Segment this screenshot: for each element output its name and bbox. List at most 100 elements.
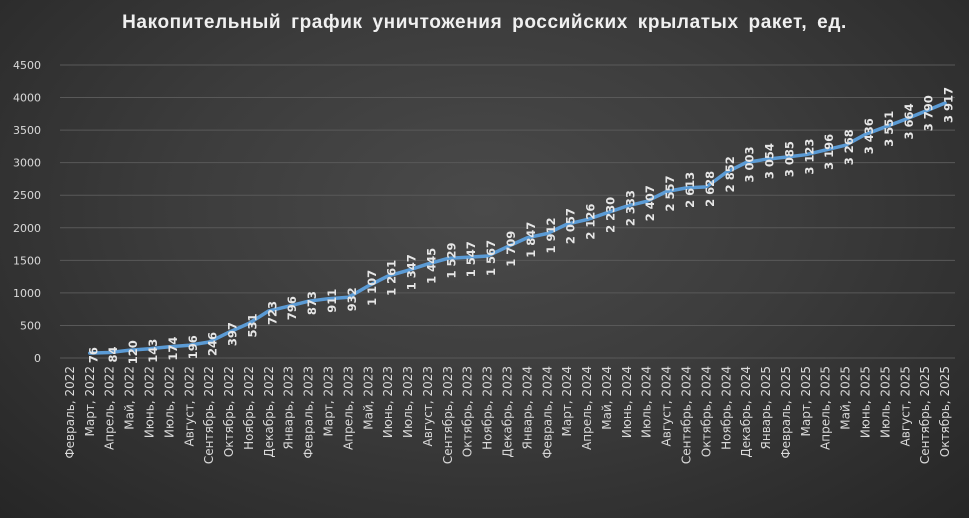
x-tick-label: Август, 2025 (898, 366, 912, 446)
x-tick-label: Май, 2025 (839, 366, 853, 430)
x-tick-label: Июль, 2024 (640, 366, 654, 438)
data-label: 3 664 (902, 103, 916, 139)
data-label: 1 547 (464, 241, 478, 277)
data-label: 1 912 (544, 217, 558, 253)
data-label: 246 (206, 332, 220, 356)
data-label: 531 (245, 313, 259, 337)
data-label: 3 054 (763, 143, 777, 179)
data-label: 196 (186, 335, 200, 359)
data-label: 1 347 (405, 254, 419, 290)
data-label: 3 268 (842, 129, 856, 165)
x-tick-label: Февраль, 2024 (540, 366, 554, 459)
data-label: 3 436 (862, 118, 876, 154)
data-label: 2 230 (603, 197, 617, 233)
data-label: 3 196 (822, 134, 836, 170)
data-label: 3 551 (882, 111, 896, 147)
x-tick-label: Февраль, 2022 (63, 366, 77, 459)
chart-title: Накопительный график уничтожения российс… (122, 12, 847, 33)
x-tick-label: Март, 2022 (83, 366, 97, 436)
x-axis: Февраль, 2022 Март, 2022 Апрель, 2022 Май, … (63, 366, 952, 464)
data-label: 2 333 (623, 190, 637, 226)
y-tick-label: 1500 (13, 254, 41, 267)
x-tick-label: Ноябрь, 2024 (719, 366, 733, 450)
data-label: 1 107 (365, 270, 379, 306)
x-tick-label: Апрель, 2025 (819, 366, 833, 450)
x-tick-label: Июнь, 2022 (143, 366, 157, 438)
data-label: 3 003 (743, 146, 757, 182)
x-tick-label: Август, 2024 (660, 366, 674, 446)
x-tick-label: Август, 2022 (182, 366, 196, 446)
data-label: 723 (265, 301, 279, 325)
x-tick-label: Апрель, 2023 (341, 366, 355, 450)
data-label: 84 (106, 347, 120, 363)
data-label: 932 (345, 287, 359, 311)
data-label: 911 (325, 289, 339, 313)
data-label: 1 529 (444, 242, 458, 278)
data-label: 2 557 (663, 176, 677, 212)
data-label: 143 (146, 339, 160, 363)
x-tick-label: Январь, 2025 (759, 366, 773, 449)
x-tick-label: Май, 2024 (600, 366, 614, 430)
x-tick-label: Сентябрь, 2025 (918, 366, 932, 464)
data-label: 1 847 (524, 222, 538, 258)
x-tick-label: Декабрь, 2024 (739, 366, 753, 458)
data-label: 3 123 (802, 139, 816, 175)
data-label: 1 445 (424, 248, 438, 284)
x-tick-label: Сентябрь, 2022 (202, 366, 216, 464)
data-label: 1 567 (484, 240, 498, 276)
x-tick-label: Март, 2024 (560, 366, 574, 436)
x-tick-label: Февраль, 2025 (779, 366, 793, 459)
cumulative-series-line (88, 101, 947, 355)
data-label: 2 126 (584, 204, 598, 240)
x-tick-label: Октябрь, 2023 (461, 366, 475, 457)
data-label: 2 407 (643, 185, 657, 221)
x-tick-label: Октябрь, 2025 (938, 366, 952, 457)
data-label: 120 (126, 340, 140, 364)
y-tick-label: 3000 (13, 157, 41, 170)
gridlines (60, 64, 955, 359)
x-tick-label: Декабрь, 2023 (501, 366, 515, 458)
data-label: 2 613 (683, 172, 697, 208)
x-tick-label: Май, 2022 (123, 366, 137, 430)
data-label: 2 852 (723, 156, 737, 192)
data-labels: 76 84 120 143 174 196 246 397 531 723 796 873 911 932… (86, 87, 955, 364)
y-tick-label: 2500 (13, 189, 41, 202)
data-label: 1 261 (385, 260, 399, 296)
x-tick-label: Июль, 2022 (162, 366, 176, 438)
y-tick-label: 4500 (13, 59, 41, 72)
data-label: 2 628 (703, 171, 717, 207)
x-tick-label: Август, 2023 (421, 366, 435, 446)
x-tick-label: Июнь, 2023 (381, 366, 395, 438)
y-tick-label: 0 (34, 352, 41, 365)
y-tick-label: 500 (20, 319, 41, 332)
x-tick-label: Июнь, 2025 (859, 366, 873, 438)
x-tick-label: Май, 2023 (361, 366, 375, 430)
x-tick-label: Октябрь, 2024 (699, 366, 713, 457)
x-tick-label: Ноябрь, 2022 (242, 366, 256, 450)
data-label: 1 709 (504, 231, 518, 267)
data-label: 3 790 (922, 95, 936, 131)
x-tick-label: Март, 2023 (322, 366, 336, 436)
x-tick-label: Июнь, 2024 (620, 366, 634, 438)
data-label: 2 057 (564, 208, 578, 244)
x-tick-label: Декабрь, 2022 (262, 366, 276, 458)
data-label: 76 (86, 347, 100, 363)
y-tick-label: 2000 (13, 222, 41, 235)
x-tick-label: Сентябрь, 2024 (680, 366, 694, 464)
x-tick-label: Сентябрь, 2023 (441, 366, 455, 464)
data-label: 873 (305, 291, 319, 315)
data-label: 796 (285, 296, 299, 320)
x-tick-label: Январь, 2023 (282, 366, 296, 449)
y-tick-label: 4000 (13, 92, 41, 105)
x-tick-label: Июль, 2023 (401, 366, 415, 438)
data-label: 3 917 (942, 87, 956, 123)
x-tick-label: Июль, 2025 (878, 366, 892, 438)
x-tick-label: Март, 2025 (799, 366, 813, 436)
x-tick-label: Февраль, 2023 (302, 366, 316, 459)
data-label: 3 085 (782, 141, 796, 177)
x-tick-label: Апрель, 2022 (103, 366, 117, 450)
y-tick-label: 3500 (13, 124, 41, 137)
x-tick-label: Октябрь, 2022 (222, 366, 236, 457)
data-label: 174 (166, 337, 180, 361)
